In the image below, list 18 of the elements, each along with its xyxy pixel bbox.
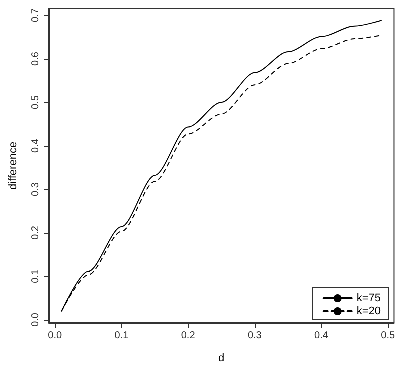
x-tick-label: 0.3: [248, 330, 262, 342]
y-tick-label: 0.6: [30, 52, 42, 66]
y-tick-label: 0.2: [30, 226, 42, 240]
x-tick-label: 0.2: [181, 330, 196, 342]
y-tick-label: 0.0: [30, 312, 42, 327]
x-tick-label: 0.1: [114, 330, 130, 342]
x-tick-label: 0.0: [48, 330, 63, 342]
x-tick-label: 0.4: [314, 330, 329, 342]
y-tick-label: 0.1: [30, 269, 42, 284]
y-tick-label: 0.4: [30, 138, 42, 153]
y-axis-title: difference: [8, 142, 20, 190]
y-tick-label: 0.5: [30, 95, 42, 110]
y-tick-label: 0.3: [30, 182, 42, 196]
x-tick-label: 0.5: [381, 330, 396, 342]
legend-label: k=75: [356, 292, 382, 304]
legend-label: k=20: [356, 306, 382, 318]
y-tick-label: 0.7: [30, 8, 42, 22]
x-axis-title: d: [218, 352, 225, 364]
